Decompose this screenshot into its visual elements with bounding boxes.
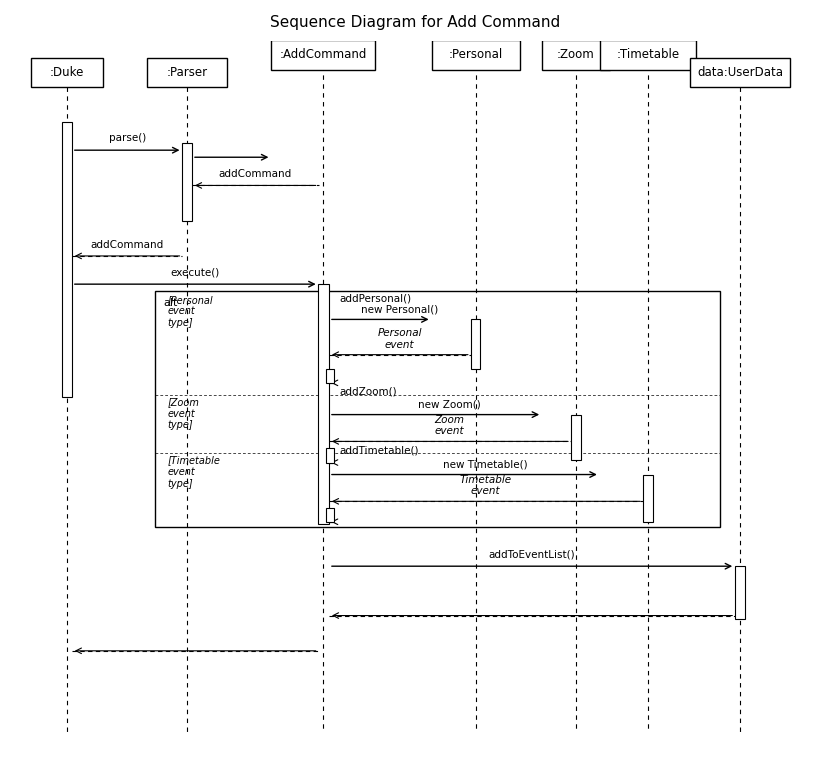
- Text: data:UserData: data:UserData: [697, 66, 783, 79]
- Text: parse(): parse(): [109, 133, 145, 143]
- Text: execute(): execute(): [170, 268, 220, 278]
- Text: :Duke: :Duke: [50, 66, 84, 79]
- FancyBboxPatch shape: [147, 58, 227, 88]
- Text: new Timetable(): new Timetable(): [443, 460, 528, 470]
- FancyBboxPatch shape: [690, 58, 790, 88]
- FancyBboxPatch shape: [31, 58, 103, 88]
- Text: :Timetable: :Timetable: [617, 49, 680, 62]
- Bar: [183, 143, 192, 221]
- Bar: [471, 320, 480, 369]
- FancyBboxPatch shape: [431, 40, 519, 70]
- FancyBboxPatch shape: [271, 40, 376, 70]
- Text: :Parser: :Parser: [167, 66, 208, 79]
- Text: alt: alt: [163, 298, 178, 308]
- FancyBboxPatch shape: [600, 40, 696, 70]
- Text: addToEventList(): addToEventList(): [489, 550, 575, 560]
- Text: Zoom
event: Zoom event: [435, 415, 465, 437]
- Bar: [62, 122, 71, 397]
- Text: [Zoom
event
type]: [Zoom event type]: [167, 397, 199, 430]
- Bar: [318, 284, 328, 524]
- Text: Timetable
event: Timetable event: [460, 475, 512, 496]
- FancyBboxPatch shape: [542, 40, 610, 70]
- Title: Sequence Diagram for Add Command: Sequence Diagram for Add Command: [270, 15, 561, 30]
- Bar: [735, 566, 745, 619]
- Bar: [571, 415, 581, 460]
- Text: [Timetable
event
type]: [Timetable event type]: [167, 456, 220, 489]
- Text: [Personal
event
type]: [Personal event type]: [167, 295, 213, 328]
- Text: addPersonal(): addPersonal(): [339, 294, 411, 304]
- Text: addCommand: addCommand: [219, 169, 292, 179]
- Text: addZoom(): addZoom(): [339, 387, 397, 396]
- Text: addTimetable(): addTimetable(): [339, 445, 419, 456]
- Bar: [643, 475, 652, 523]
- Text: new Personal(): new Personal(): [361, 304, 438, 314]
- Text: Personal
event: Personal event: [377, 328, 421, 350]
- Text: new Zoom(): new Zoom(): [418, 400, 481, 409]
- Bar: [326, 448, 334, 463]
- Text: addCommand: addCommand: [91, 240, 164, 250]
- Text: :Zoom: :Zoom: [557, 49, 594, 62]
- Text: :Personal: :Personal: [449, 49, 503, 62]
- Bar: [326, 508, 334, 522]
- Text: :AddCommand: :AddCommand: [280, 49, 367, 62]
- Bar: [326, 369, 334, 383]
